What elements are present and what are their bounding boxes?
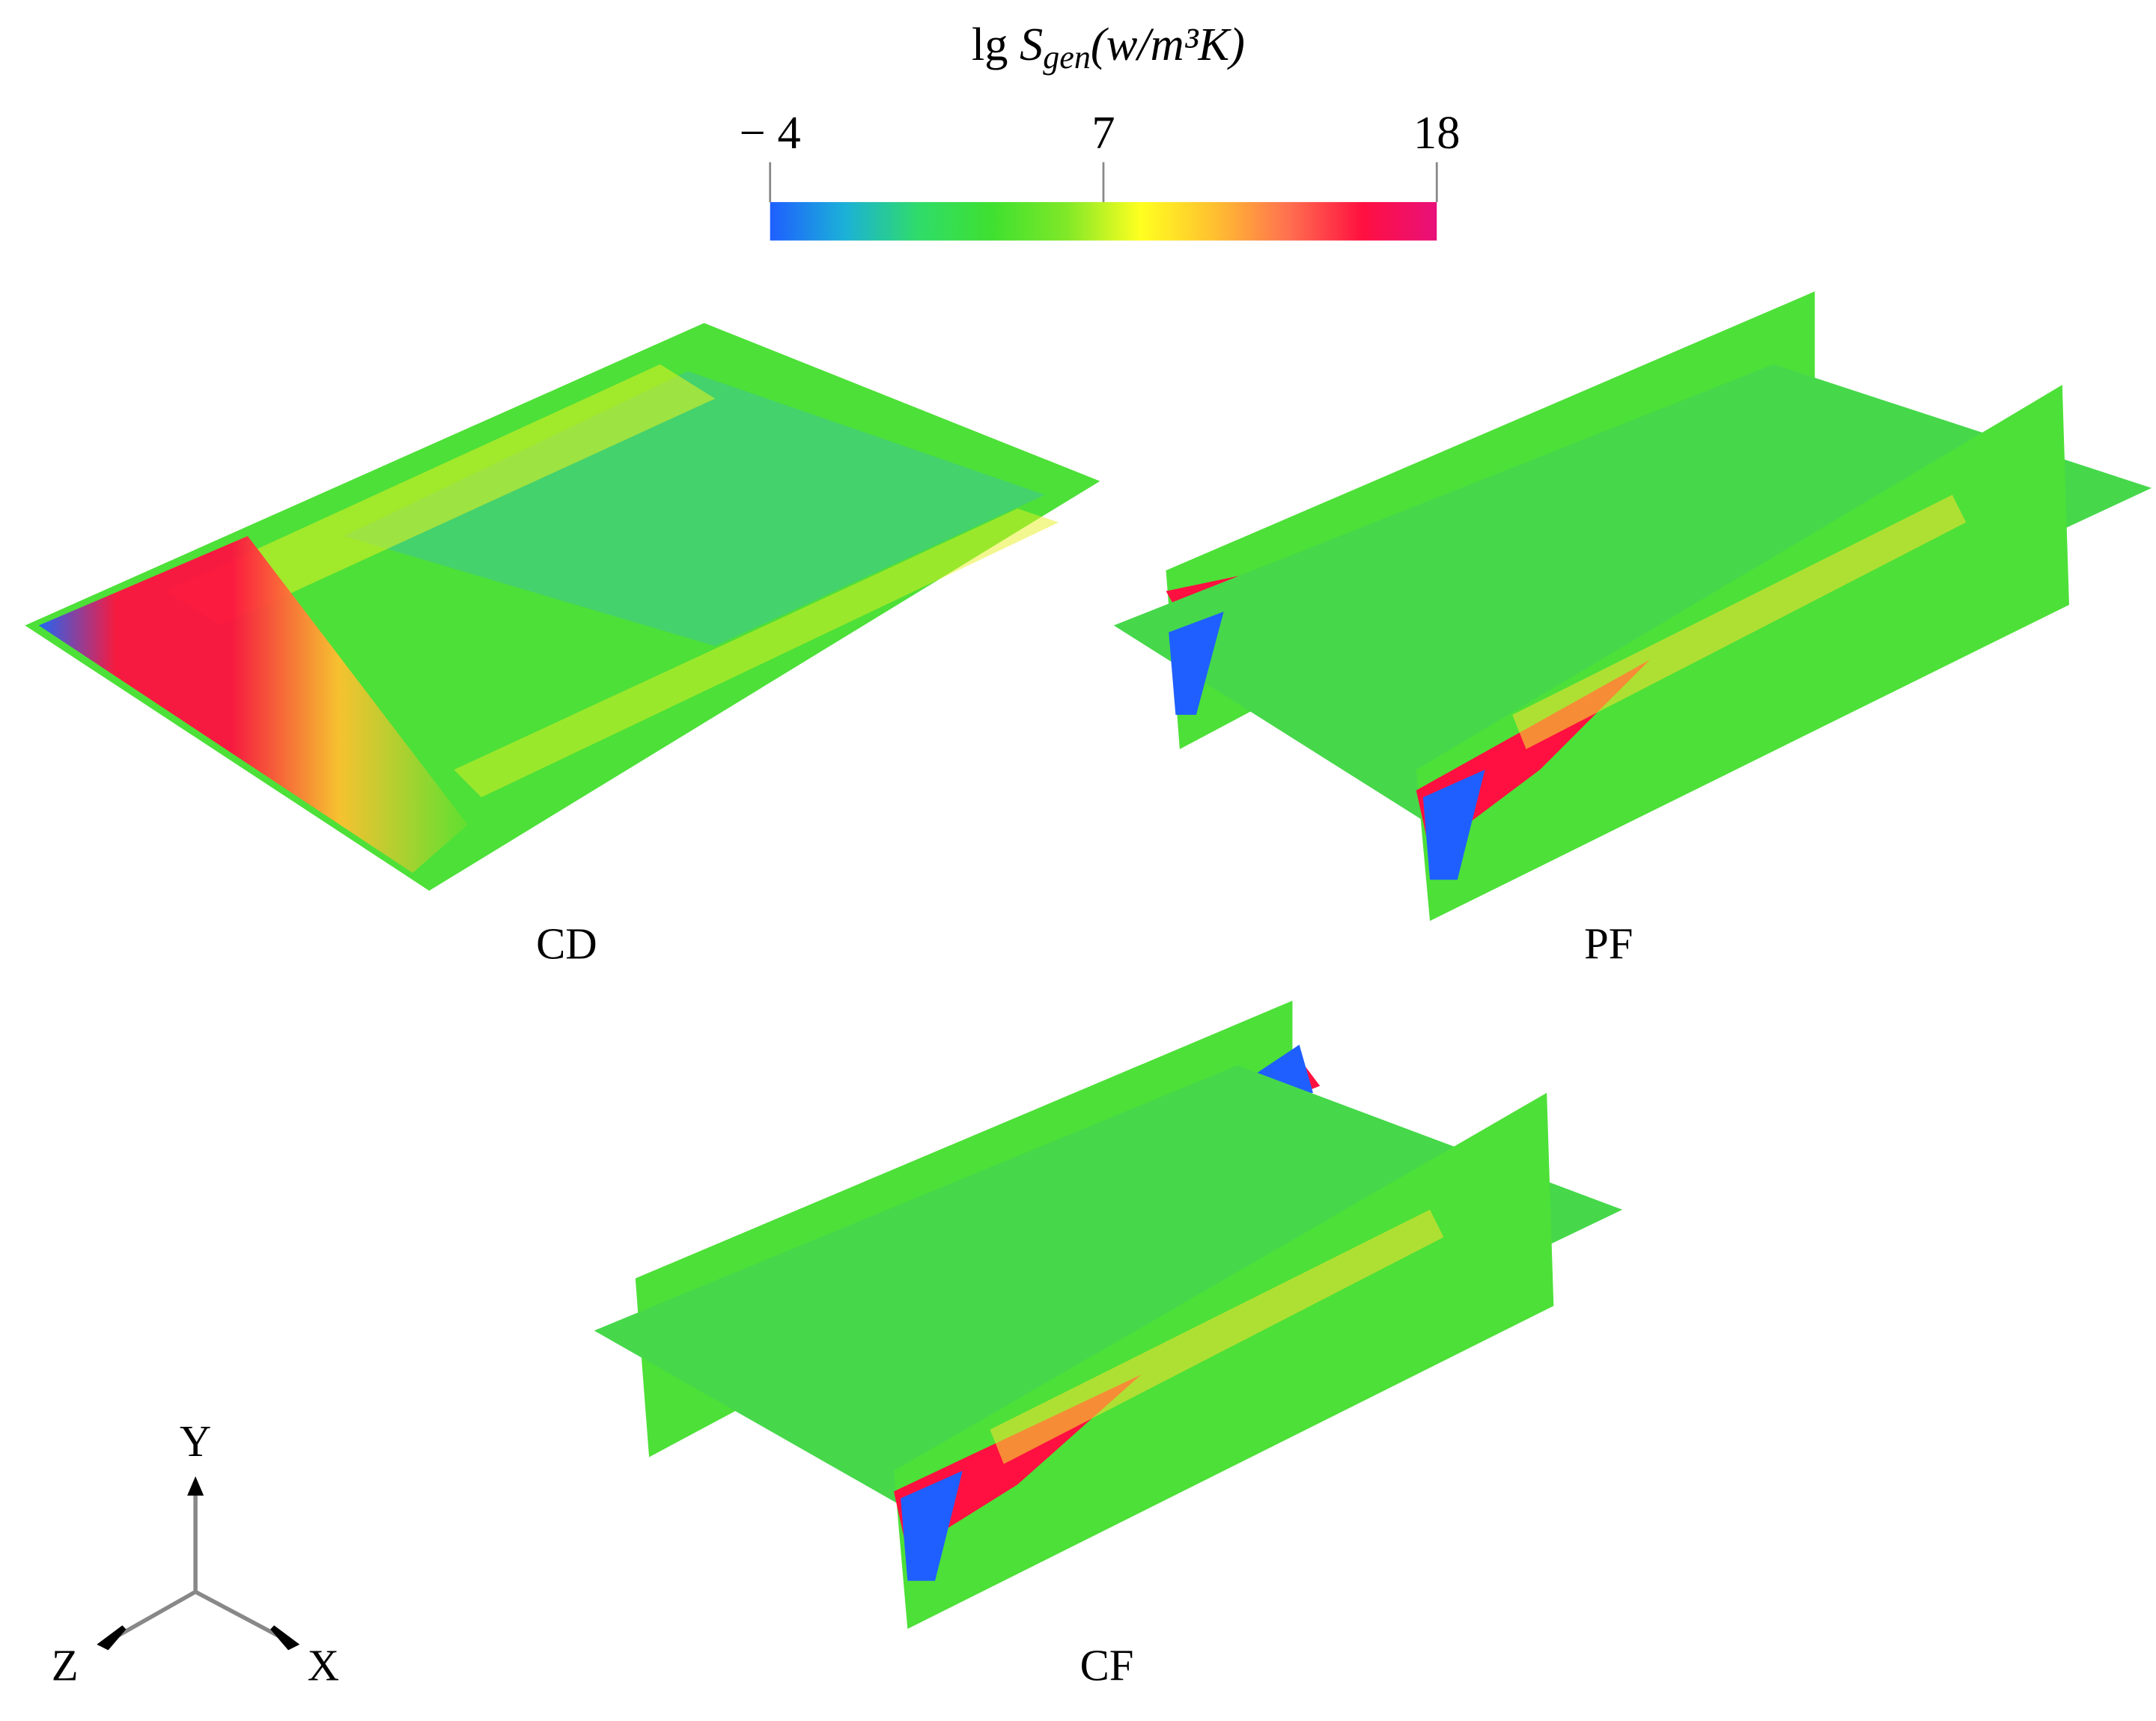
panel-label: CD <box>536 920 597 969</box>
axis-triad <box>112 1484 284 1641</box>
colorbar-tick-label: 18 <box>1413 106 1460 159</box>
colorbar-ticks: − 4 7 18 <box>740 106 1460 202</box>
colorbar <box>770 201 1437 241</box>
axis-label: Z <box>52 1642 79 1690</box>
panel-label: CF <box>1080 1642 1134 1690</box>
colorbar-title: lg Sgen(w/m³K) <box>972 18 1245 75</box>
arrowhead <box>187 1476 204 1496</box>
cd-plot <box>25 323 1100 891</box>
panel-label: PF <box>1584 920 1633 969</box>
colorbar-tick-label: − 4 <box>740 106 801 159</box>
title-symbol: S <box>1020 18 1043 70</box>
arrowhead <box>97 1625 127 1651</box>
pf-plot <box>1113 291 2152 922</box>
title-unit: (w/m³K) <box>1091 18 1245 70</box>
cf-plot <box>594 1000 1623 1629</box>
axis-label: Y <box>180 1417 211 1466</box>
colorbar-tick-label: 7 <box>1091 106 1115 159</box>
title-subscript: gen <box>1043 39 1091 76</box>
title-prefix: lg <box>972 18 1008 70</box>
arrowhead <box>270 1625 300 1651</box>
axis-label: X <box>308 1642 339 1690</box>
